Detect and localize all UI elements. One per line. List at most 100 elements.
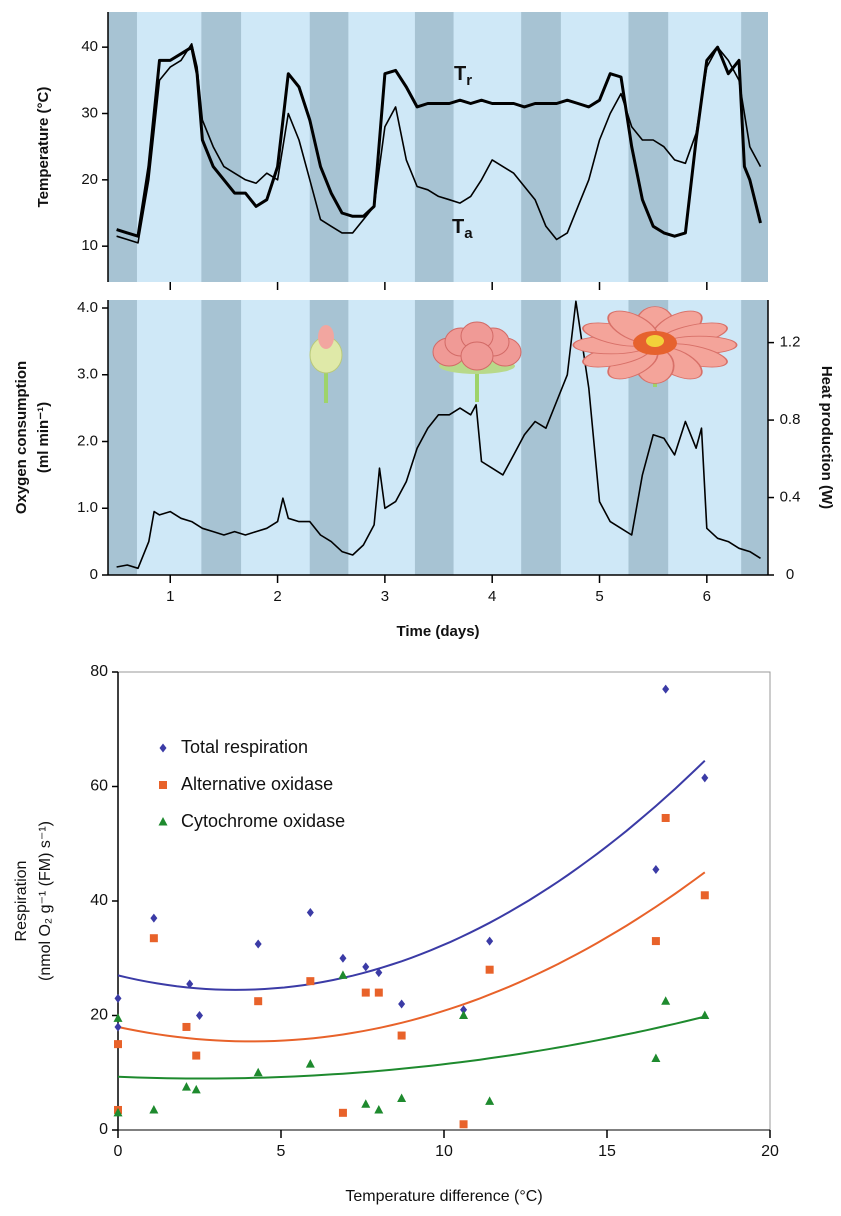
y-tick-label: 1.0 [77, 499, 98, 516]
night-band [201, 300, 242, 575]
point [459, 1010, 469, 1019]
point [374, 1104, 384, 1114]
point [397, 1093, 407, 1103]
point [338, 1108, 347, 1117]
point [182, 1022, 191, 1031]
y2-tick-label: 0 [786, 566, 794, 583]
x-tick-label: 0 [114, 1143, 123, 1160]
x-tick-label: 3 [381, 588, 389, 605]
y-tick-label: 40 [90, 892, 108, 909]
point [700, 891, 709, 900]
flower-bud [309, 325, 343, 403]
point [181, 1082, 191, 1091]
point [397, 1031, 406, 1040]
point [459, 1120, 468, 1129]
point [254, 997, 263, 1006]
flower-illustrations [309, 306, 738, 403]
point [361, 1099, 371, 1108]
point [651, 937, 660, 946]
y-axis-label: Respiration [13, 861, 30, 942]
point [253, 1067, 263, 1077]
point [661, 813, 670, 822]
point [114, 1040, 122, 1049]
point [652, 865, 660, 875]
y2-tick-label: 1.2 [780, 334, 801, 351]
y2-tick-label: 0.4 [780, 489, 801, 506]
y-tick-label: 10 [81, 237, 98, 254]
y-tick-label: 20 [90, 1007, 108, 1024]
y-tick-label: 4.0 [77, 299, 98, 316]
x-tick-label: 5 [595, 588, 603, 605]
x-tick-label: 10 [435, 1143, 453, 1160]
trend-line [117, 759, 706, 991]
point [149, 934, 158, 943]
flower-open [572, 306, 738, 387]
x-tick-label: 15 [598, 1143, 616, 1160]
legend-label: Alternative oxidase [181, 774, 333, 794]
point [700, 1010, 710, 1019]
night-band [521, 12, 561, 282]
legend-marker [158, 817, 168, 826]
night-band [414, 12, 454, 282]
point [186, 979, 194, 989]
point [339, 953, 347, 963]
night-band [741, 12, 768, 282]
x-axis-label: Time (days) [396, 623, 479, 640]
x-tick-label: 6 [703, 588, 711, 605]
series-label: Ta [452, 216, 473, 242]
point [113, 1013, 123, 1022]
y-tick-label: 80 [90, 663, 108, 680]
series-line [116, 300, 761, 570]
point [306, 977, 315, 986]
point [460, 1005, 468, 1015]
point [254, 939, 262, 949]
night-band [628, 12, 669, 282]
y-tick-label: 60 [90, 778, 108, 795]
point [662, 684, 670, 694]
y-axis-label: Temperature (°C) [35, 87, 52, 208]
night-band [741, 300, 768, 575]
point [150, 913, 158, 923]
y-tick-label: 30 [81, 104, 98, 121]
point [361, 988, 370, 997]
y-tick-label: 0 [99, 1121, 108, 1138]
point [306, 907, 314, 917]
point [661, 996, 671, 1005]
series-label: Tr [454, 63, 472, 89]
y-tick-label: 3.0 [77, 366, 98, 383]
point [305, 1059, 315, 1068]
petal [460, 341, 494, 371]
point [375, 968, 383, 978]
trend-line [117, 1015, 706, 1080]
point [196, 1011, 203, 1020]
point [114, 1022, 122, 1032]
legend-label: Total respiration [181, 737, 308, 757]
point [398, 999, 406, 1009]
y-tick-label: 40 [81, 38, 98, 55]
petal [318, 325, 334, 349]
y-axis-label: (ml min⁻¹) [35, 402, 52, 473]
legend-marker [159, 781, 167, 789]
x-tick-label: 1 [166, 588, 174, 605]
receptacle [646, 335, 664, 347]
night-band [108, 300, 137, 575]
night-band [108, 12, 137, 282]
point [374, 988, 383, 997]
night-band [521, 300, 561, 575]
point [114, 993, 122, 1003]
point [338, 970, 348, 979]
trend-line [117, 871, 706, 1043]
x-tick-label: 2 [273, 588, 281, 605]
y2-tick-label: 0.8 [780, 411, 801, 428]
stem [475, 362, 479, 402]
point [149, 1104, 159, 1114]
point [191, 1084, 201, 1094]
y-tick-label: 20 [81, 171, 98, 188]
y-axis-label: Oxygen consumption [13, 361, 30, 514]
x-axis-label: Temperature difference (°C) [345, 1188, 542, 1205]
y-tick-label: 0 [90, 566, 98, 583]
point [485, 1096, 495, 1105]
point [486, 936, 494, 946]
